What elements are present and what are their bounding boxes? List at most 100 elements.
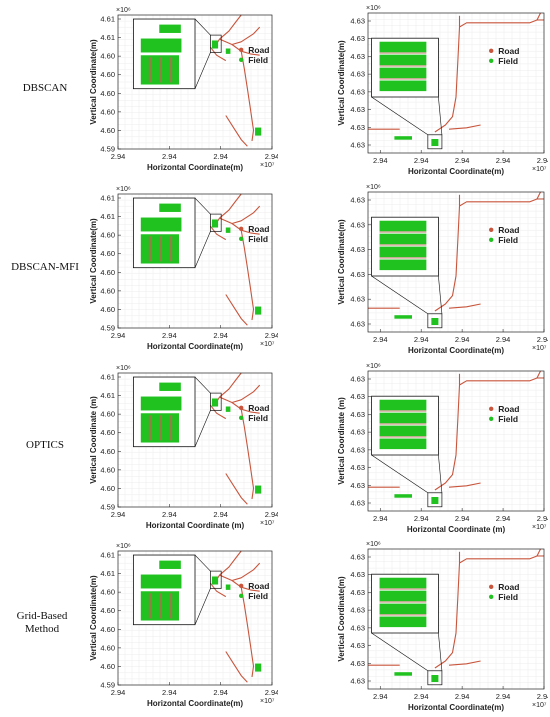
legend-field-marker — [239, 57, 244, 63]
y-tick-label: 4.59 — [100, 681, 115, 690]
field-cluster — [394, 494, 412, 498]
y-tick-label: 4.61 — [100, 194, 115, 203]
field-cluster — [211, 40, 219, 49]
plot-area: 2.94 2.94 2.94 2.94 2.94 4.63 4.63 4.63 4.63 4.63… — [350, 12, 550, 165]
inset-field-upper — [140, 396, 182, 411]
chart-svg: 2.94 2.94 2.94 2.94 4.61 4.61 4.60 4.60 4.60 4.60… — [89, 543, 279, 708]
x-axis-multiplier: ×10⁷ — [532, 702, 547, 709]
inset-field-top — [159, 203, 181, 212]
legend-field-label: Field — [248, 413, 268, 423]
inset-field-top — [159, 382, 181, 391]
legend-road-label: Road — [498, 225, 519, 235]
y-tick-label: 4.60 — [100, 305, 115, 314]
x-tick-label: 2.94 — [213, 510, 228, 519]
axes-frame — [117, 193, 273, 329]
legend-field-marker — [239, 593, 244, 599]
inset-field-block — [379, 233, 427, 245]
y-tick-label: 4.63 — [350, 499, 365, 508]
zoom-connector — [194, 52, 211, 89]
inset-road-stripe — [148, 236, 152, 262]
legend-road-label: Road — [248, 581, 269, 591]
y-tick-label: 4.63 — [350, 553, 365, 562]
y-tick-label: 4.61 — [100, 15, 115, 24]
inset-field-block — [379, 412, 427, 424]
legend-road-marker — [489, 48, 494, 53]
field-cluster — [255, 663, 262, 672]
y-tick-label: 4.59 — [100, 503, 115, 512]
y-tick-label: 4.63 — [350, 270, 365, 279]
legend-road-label: Road — [498, 582, 519, 592]
y-tick-label: 4.63 — [350, 34, 365, 43]
y-tick-label: 4.63 — [350, 677, 365, 686]
x-tick-label: 2.94 — [537, 514, 548, 523]
field-cluster — [225, 227, 231, 233]
y-axis-label: Vertical Coordinate(m) — [337, 40, 346, 126]
y-tick-label: 4.63 — [350, 570, 365, 579]
y-tick-label: 4.60 — [100, 70, 115, 79]
zoom-connector — [194, 197, 211, 215]
y-axis-multiplier: ×10⁶ — [116, 186, 131, 193]
road-trajectory — [240, 409, 255, 500]
zoom-connector — [438, 275, 443, 314]
y-tick-label: 4.63 — [350, 588, 365, 597]
field-cluster — [431, 497, 439, 504]
zoom-region-box — [427, 492, 443, 508]
chart-svg: 2.94 2.94 2.94 2.94 2.94 4.63 4.63 4.63 4.63 4.63… — [337, 541, 550, 712]
legend-road-marker — [239, 226, 244, 232]
x-tick-label: 2.94 — [213, 688, 228, 697]
road-trajectory — [225, 294, 248, 326]
x-tick-label: 2.94 — [455, 156, 470, 165]
field-cluster — [225, 584, 231, 590]
y-tick-label: 4.63 — [350, 481, 365, 490]
y-tick-label: 4.63 — [350, 410, 365, 419]
field-cluster — [431, 675, 439, 682]
zoom-connector — [371, 632, 429, 672]
road-trajectory — [231, 580, 260, 592]
legend-field-label: Field — [248, 234, 268, 244]
x-tick-label: 2.94 — [265, 152, 278, 161]
inset-road-stripe — [379, 78, 427, 80]
road-trajectory — [225, 651, 248, 683]
zoom-region-box — [210, 213, 222, 232]
inset-field-block — [379, 259, 427, 271]
x-axis-label: Horizontal Coordinate(m) — [408, 703, 504, 712]
zoom-connector — [194, 376, 211, 394]
y-tick-label: 4.61 — [100, 373, 115, 382]
x-axis-label: Horizontal Coordinate(m) — [147, 342, 243, 351]
y-tick-label: 4.63 — [350, 428, 365, 437]
legend-road-marker — [239, 583, 244, 589]
x-tick-label: 2.94 — [162, 688, 177, 697]
y-tick-label: 4.60 — [100, 410, 115, 419]
row-label-dbscan-mfi: DBSCAN-MFI — [11, 261, 79, 273]
chart-panel-right-1: 2.94 2.94 2.94 2.94 2.94 4.63 4.63 4.63 4.63 4.63… — [320, 183, 550, 355]
field-cluster — [255, 127, 262, 136]
y-tick-label: 4.63 — [350, 220, 365, 229]
x-axis-label: Horizontal Coordinate(m) — [408, 346, 504, 355]
x-tick-label: 2.94 — [265, 331, 278, 340]
x-tick-label: 2.94 — [537, 692, 548, 701]
y-axis-label: Vertical Coordinate(m) — [89, 39, 98, 125]
y-axis-multiplier: ×10⁶ — [366, 541, 381, 548]
y-tick-label: 4.60 — [100, 52, 115, 61]
y-tick-label: 4.63 — [350, 87, 365, 96]
y-tick-label: 4.60 — [100, 126, 115, 135]
y-tick-label: 4.60 — [100, 484, 115, 493]
x-tick-label: 2.94 — [373, 514, 388, 523]
chart-svg: 2.94 2.94 2.94 2.94 2.94 4.63 4.63 4.63 4.63 4.63… — [337, 363, 550, 534]
axes-frame — [117, 550, 273, 686]
inset-road-stripe — [379, 65, 427, 67]
legend-field-label: Field — [498, 592, 518, 602]
zoom-region-box — [427, 313, 443, 329]
y-tick-label: 4.63 — [350, 105, 365, 114]
road-trajectory — [209, 582, 227, 598]
field-cluster — [394, 672, 412, 676]
y-axis-multiplier: ×10⁶ — [366, 184, 381, 191]
legend-field-marker — [489, 58, 494, 63]
road-trajectory — [219, 384, 261, 404]
inset-road-stripe — [379, 244, 427, 246]
chart-panel-right-3: 2.94 2.94 2.94 2.94 2.94 4.63 4.63 4.63 4.63 4.63… — [320, 540, 550, 712]
inset-field-block — [379, 438, 427, 450]
y-tick-label: 4.60 — [100, 588, 115, 597]
